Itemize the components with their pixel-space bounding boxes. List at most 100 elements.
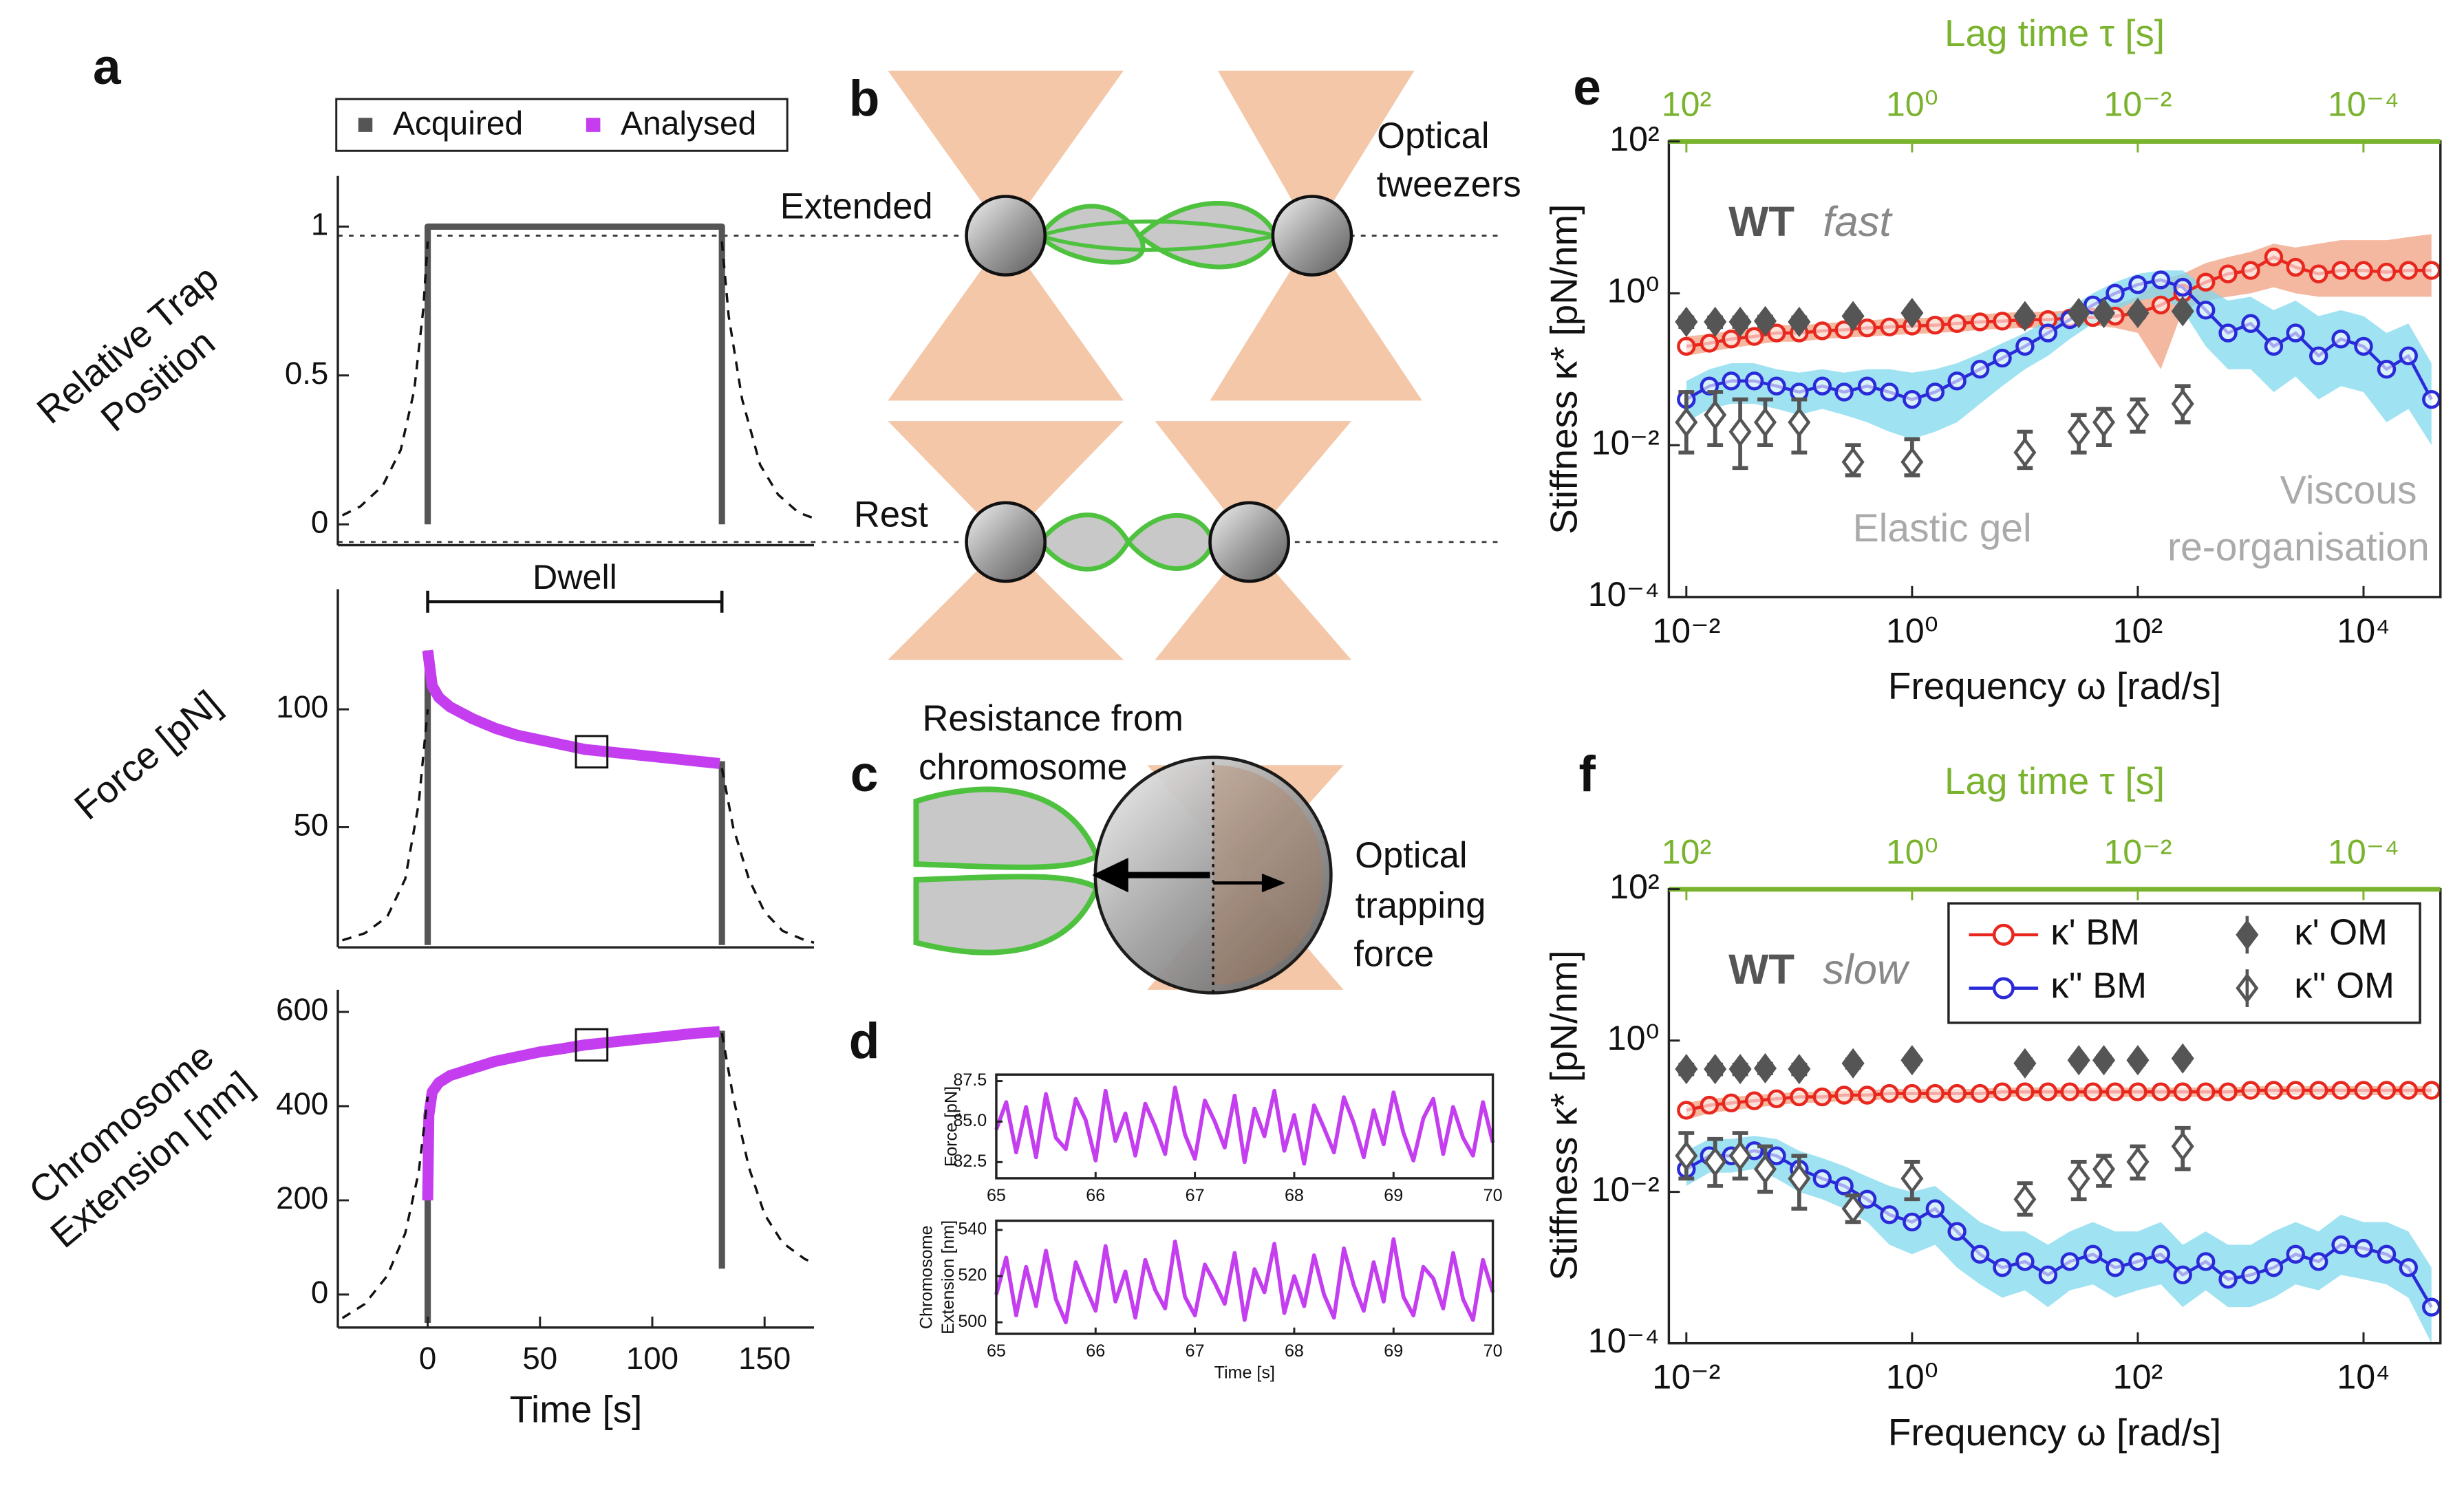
x-tick-label: 10⁴ bbox=[2337, 612, 2390, 650]
line bbox=[425, 223, 725, 525]
marker bbox=[2399, 1081, 2418, 1100]
marker bbox=[2151, 295, 2171, 315]
marker bbox=[2092, 1045, 2116, 1076]
panel-label: d bbox=[849, 1013, 880, 1069]
marker bbox=[2092, 1154, 2116, 1185]
marker bbox=[2264, 336, 2284, 356]
marker bbox=[2377, 262, 2397, 282]
y-tick-label: 10⁰ bbox=[1607, 1019, 1660, 1057]
marker bbox=[1993, 348, 2012, 368]
marker bbox=[1947, 371, 1967, 391]
marker bbox=[2126, 1045, 2150, 1076]
marker bbox=[1970, 360, 1990, 379]
line bbox=[1685, 278, 2433, 401]
marker bbox=[2196, 1082, 2216, 1101]
line bbox=[720, 1033, 815, 1264]
y-tick-label: 10² bbox=[1609, 120, 1660, 158]
panel-label: f bbox=[1578, 746, 1596, 802]
marker bbox=[2422, 1297, 2441, 1317]
marker bbox=[1903, 1212, 1922, 1232]
marker bbox=[1704, 1146, 1727, 1177]
marker bbox=[2015, 1252, 2035, 1271]
y-tick-label: 0.5 bbox=[285, 356, 328, 391]
x2-tick-label: 10⁻² bbox=[2103, 85, 2172, 124]
y-axis-label-line: Stiffness κ* [pN/nm] bbox=[1542, 950, 1585, 1280]
marker bbox=[2264, 1257, 2284, 1277]
x-axis-label: Time [s] bbox=[510, 1388, 643, 1431]
marker bbox=[1728, 1054, 1752, 1085]
legend-label: Acquired bbox=[393, 105, 523, 142]
y-tick-label: 10⁻⁴ bbox=[1588, 1321, 1660, 1360]
band bbox=[1686, 270, 2432, 446]
marker bbox=[2128, 1082, 2147, 1101]
marker bbox=[1722, 1093, 1741, 1112]
marker bbox=[1834, 1176, 1854, 1196]
y-tick-label: 200 bbox=[276, 1180, 328, 1216]
legend-label: Analysed bbox=[621, 105, 756, 142]
marker bbox=[2218, 323, 2238, 343]
marker bbox=[1880, 1083, 1899, 1103]
marker bbox=[2309, 264, 2328, 283]
marker bbox=[2128, 1252, 2147, 1271]
marker bbox=[1970, 312, 1990, 332]
marker bbox=[1700, 334, 1719, 353]
y-tick-label: 10⁻² bbox=[1592, 1170, 1660, 1209]
marker bbox=[1753, 305, 1777, 336]
y-tick-label: 100 bbox=[276, 689, 328, 724]
marker bbox=[2422, 1081, 2441, 1100]
chart: 0 200 400 600 0 50 100 150 Time [s] ChromosomeExt… bbox=[21, 989, 815, 1431]
marker bbox=[1970, 1244, 1990, 1264]
marker bbox=[1834, 1086, 1854, 1105]
y-tick-label: 540 bbox=[958, 1220, 987, 1239]
diagram-label: Rest bbox=[854, 494, 928, 535]
marker bbox=[1857, 1189, 1877, 1209]
marker bbox=[2171, 388, 2194, 420]
marker bbox=[1900, 1045, 1924, 1076]
condition-label: fast bbox=[1823, 198, 1893, 246]
marker bbox=[2126, 400, 2150, 431]
marker bbox=[1728, 1141, 1752, 1172]
marker bbox=[2286, 323, 2305, 343]
marker bbox=[2126, 1146, 2150, 1177]
diagram-label: Optical bbox=[1355, 835, 1467, 876]
marker bbox=[1744, 327, 1764, 346]
marker bbox=[2060, 1082, 2079, 1101]
line bbox=[994, 1086, 1495, 1166]
y-tick-label: 87.5 bbox=[953, 1070, 987, 1090]
marker bbox=[2038, 1082, 2058, 1101]
marker bbox=[2399, 346, 2418, 365]
marker bbox=[2173, 1265, 2192, 1285]
highlight-box bbox=[575, 735, 609, 769]
legend-label: κ' OM bbox=[2294, 912, 2387, 953]
marker bbox=[1903, 1083, 1922, 1103]
chart: 50 100 Force [pN] Dwell bbox=[66, 558, 815, 949]
marker bbox=[1704, 306, 1727, 337]
marker bbox=[2038, 323, 2058, 343]
axes-frame bbox=[995, 1073, 1495, 1180]
y-axis-label-line: Force [pN] bbox=[66, 682, 228, 828]
y-tick-label: 82.5 bbox=[953, 1152, 987, 1171]
x2-tick-label: 10⁻² bbox=[2103, 833, 2172, 872]
x-tick-label: 68 bbox=[1285, 1341, 1304, 1361]
y-axis-label: Force [pN] bbox=[66, 682, 228, 828]
marker bbox=[1834, 382, 1854, 402]
marker bbox=[2067, 1045, 2090, 1076]
marker bbox=[1788, 306, 1811, 337]
marker bbox=[2083, 1082, 2103, 1101]
y-tick-label: 0 bbox=[311, 1275, 328, 1310]
panel-label: a bbox=[93, 39, 122, 95]
marker bbox=[1788, 407, 1811, 438]
marker bbox=[1857, 1086, 1877, 1105]
marker bbox=[1970, 1083, 1990, 1103]
marker bbox=[1744, 1091, 1764, 1110]
marker bbox=[1903, 389, 1922, 409]
marker bbox=[1677, 1101, 1696, 1120]
marker bbox=[2151, 1244, 2171, 1264]
marker bbox=[1900, 1163, 1924, 1194]
marker bbox=[2354, 336, 2373, 356]
marker bbox=[2354, 1081, 2373, 1100]
y-tick-label: 10⁻⁴ bbox=[1588, 575, 1660, 614]
marker bbox=[1947, 1083, 1967, 1103]
x-tick-label: 10⁻² bbox=[1652, 612, 1720, 650]
